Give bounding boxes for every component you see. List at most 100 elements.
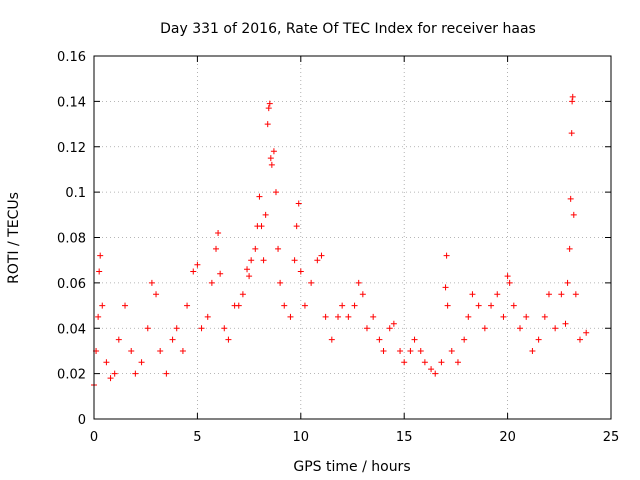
data-point: [260, 257, 267, 264]
data-point: [572, 291, 579, 298]
data-point: [535, 336, 542, 343]
data-point: [97, 252, 104, 259]
data-point: [262, 211, 269, 218]
data-point: [481, 325, 488, 332]
data-point: [111, 370, 118, 377]
data-point: [570, 211, 577, 218]
data-point: [569, 93, 576, 100]
data-point: [239, 291, 246, 298]
data-point: [132, 370, 139, 377]
data-point: [390, 320, 397, 327]
data-point: [264, 121, 271, 128]
data-point: [363, 325, 370, 332]
data-point: [314, 257, 321, 264]
data-point: [194, 261, 201, 268]
y-tick-label: 0.02: [57, 368, 86, 383]
data-points: [91, 93, 590, 388]
x-tick-label: 10: [293, 430, 310, 445]
data-point: [552, 325, 559, 332]
data-point: [562, 320, 569, 327]
data-point: [355, 279, 362, 286]
data-point: [221, 325, 228, 332]
data-point: [401, 359, 408, 366]
data-point: [115, 336, 122, 343]
data-point: [386, 325, 393, 332]
data-point: [215, 229, 222, 236]
data-point: [301, 302, 308, 309]
data-point: [345, 313, 352, 320]
data-point: [272, 189, 279, 196]
data-point: [494, 291, 501, 298]
data-point: [256, 193, 263, 200]
data-point: [432, 370, 439, 377]
data-point: [208, 279, 215, 286]
data-point: [275, 245, 282, 252]
data-point: [252, 245, 259, 252]
data-point: [122, 302, 129, 309]
data-point: [583, 329, 590, 336]
data-point: [190, 268, 197, 275]
data-point: [198, 325, 205, 332]
y-tick-label: 0.04: [57, 322, 86, 337]
data-point: [225, 336, 232, 343]
data-point: [465, 313, 472, 320]
data-point: [96, 268, 103, 275]
x-tick-label: 15: [396, 430, 413, 445]
data-point: [558, 291, 565, 298]
data-point: [277, 279, 284, 286]
data-point: [569, 98, 576, 105]
data-point: [246, 273, 253, 280]
data-point: [566, 245, 573, 252]
data-point: [545, 291, 552, 298]
data-point: [157, 347, 164, 354]
data-point: [99, 302, 106, 309]
x-tick-label: 0: [90, 430, 98, 445]
data-point: [267, 155, 274, 162]
data-point: [265, 105, 272, 112]
data-point: [179, 347, 186, 354]
data-point: [204, 313, 211, 320]
data-point: [380, 347, 387, 354]
plot-frame: [93, 55, 612, 420]
data-point: [529, 347, 536, 354]
data-point: [376, 336, 383, 343]
data-point: [504, 273, 511, 280]
x-tick-label: 5: [193, 430, 201, 445]
data-point: [318, 252, 325, 259]
data-point: [107, 375, 114, 382]
data-point: [293, 223, 300, 230]
data-point: [295, 200, 302, 207]
data-point: [163, 370, 170, 377]
data-point: [217, 270, 224, 277]
data-point: [421, 359, 428, 366]
data-point: [541, 313, 548, 320]
y-tick-label: 0: [78, 413, 86, 428]
data-point: [475, 302, 482, 309]
data-point: [359, 291, 366, 298]
data-point: [417, 347, 424, 354]
data-point: [184, 302, 191, 309]
data-point: [576, 336, 583, 343]
data-point: [444, 302, 451, 309]
data-point: [270, 148, 277, 155]
data-point: [95, 313, 102, 320]
data-point: [244, 266, 251, 273]
data-point: [287, 313, 294, 320]
data-point: [291, 257, 298, 264]
data-point: [322, 313, 329, 320]
data-point: [397, 347, 404, 354]
chart-title: Day 331 of 2016, Rate Of TEC Index for r…: [160, 21, 536, 37]
data-point: [281, 302, 288, 309]
data-point: [153, 291, 160, 298]
data-point: [448, 347, 455, 354]
y-tick-label: 0.06: [57, 277, 86, 292]
data-point: [144, 325, 151, 332]
x-tick-label: 20: [499, 430, 516, 445]
data-point: [169, 336, 176, 343]
y-tick-label: 0.16: [57, 50, 86, 65]
data-point: [454, 359, 461, 366]
data-point: [351, 302, 358, 309]
data-point: [297, 268, 304, 275]
data-point: [517, 325, 524, 332]
